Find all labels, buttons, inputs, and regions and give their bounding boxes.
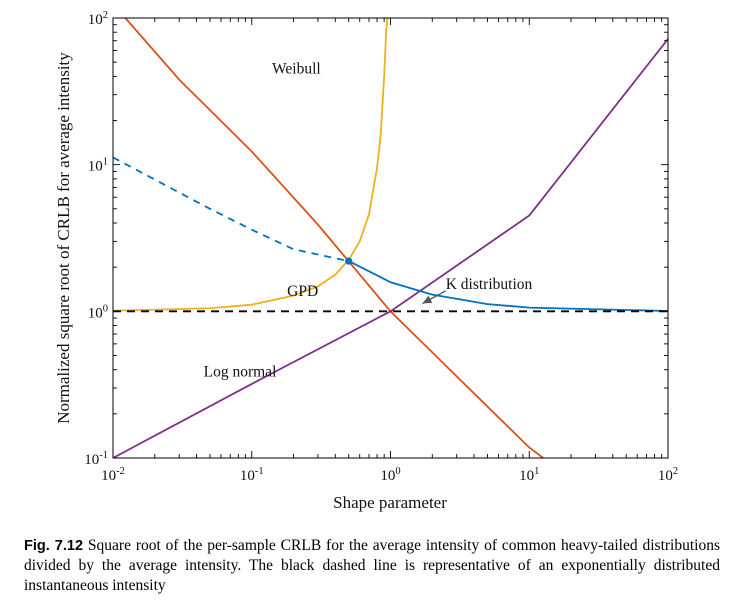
annotation-gpd: GPD (287, 283, 318, 300)
x-tick-label: 101 (519, 466, 539, 484)
x-tick-label: 102 (658, 466, 678, 484)
plot-frame (112, 17, 669, 459)
series-weibull-line-0 (124, 18, 544, 458)
series-k-distribution-line-4 (348, 260, 668, 312)
series-layer (113, 18, 668, 458)
marker-point-0 (345, 257, 353, 265)
x-tick-label: 100 (380, 466, 400, 484)
x-tick-label: 10-1 (240, 466, 264, 484)
y-tick-label: 102 (88, 10, 108, 28)
annotation-k-distribution: K distribution (446, 276, 533, 293)
ticks-layer (112, 17, 669, 459)
caption-text: Square root of the per-sample CRLB for t… (24, 537, 720, 594)
annotation-arrow-head (422, 295, 433, 304)
series-gpd-line-1 (113, 18, 389, 312)
annotation-log-normal: Log normal (204, 363, 277, 380)
figure-caption: Fig. 7.12 Square root of the per-sample … (24, 536, 720, 596)
labels-layer: 10-2 10-1 100 101 10210-1100101102WeibullGPD… (84, 10, 678, 484)
crlb-chart: 10-2 10-1 100 101 10210-1100101102WeibullGPD… (54, 10, 678, 512)
series-log-normal-line-2 (113, 38, 668, 458)
x-tick-label: 10-2 (101, 466, 125, 484)
y-tick-label: 101 (88, 157, 108, 175)
x-axis-label: Shape parameter (333, 493, 447, 512)
y-tick-label: 10-1 (84, 450, 108, 468)
caption-label: Fig. 7.12 (24, 538, 84, 554)
series-k-distribution-line-3 (113, 156, 349, 262)
annotation-weibull: Weibull (272, 60, 321, 77)
y-tick-label: 100 (88, 303, 108, 321)
y-axis-label: Normalized square root of CRLB for avera… (54, 52, 73, 424)
